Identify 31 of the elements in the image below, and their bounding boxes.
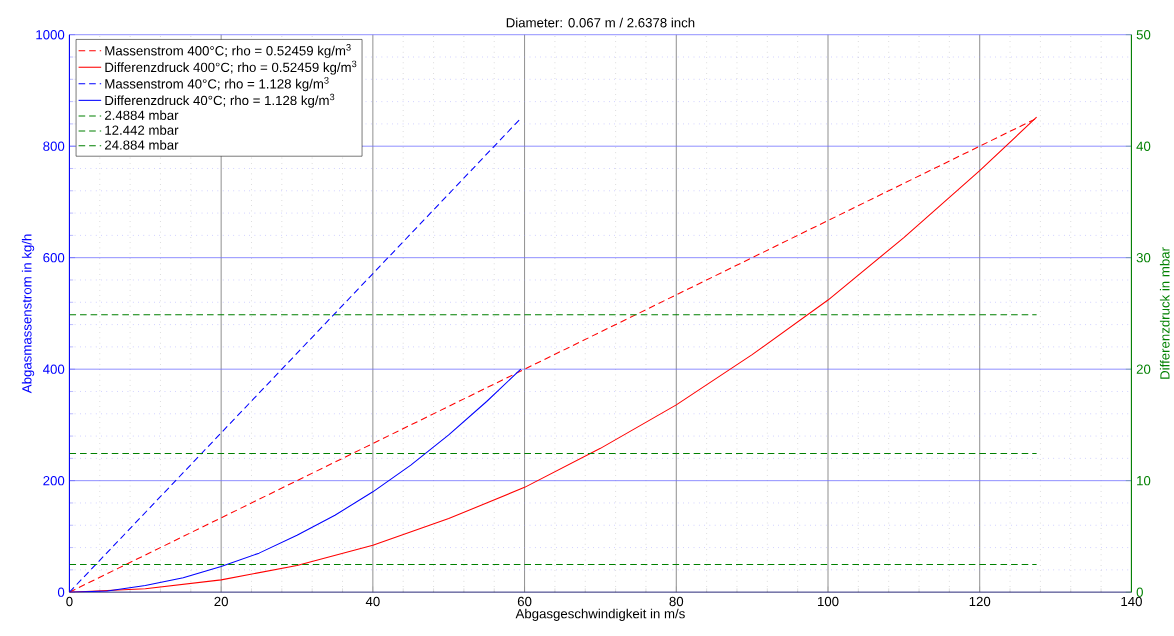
y2-tick-label: 50 bbox=[1136, 30, 1151, 40]
x-tick-label: 20 bbox=[214, 596, 228, 607]
legend-label: Differenzdruck 40°C; rho = 1.128 kg/m$^{3}$ bbox=[105, 93, 335, 108]
x-tick-label: 100 bbox=[817, 596, 839, 607]
legend-label: Massenstrom 400°C; rho = 0.52459 kg/m$^{3}$ bbox=[105, 44, 351, 59]
x-tick-label: 40 bbox=[365, 596, 380, 607]
y2-tick-label: 40 bbox=[1136, 141, 1151, 151]
y-tick-label: 0 bbox=[57, 587, 65, 597]
y-tick-label: 400 bbox=[43, 364, 65, 374]
y2-tick-label: 20 bbox=[1136, 364, 1151, 374]
x-tick-label: 120 bbox=[969, 596, 991, 607]
y-axis-title: Abgasmassenstrom in kg/h bbox=[21, 234, 35, 394]
y-tick-label: 800 bbox=[43, 141, 65, 151]
y2-axis-title: Differenzdruck in mbar bbox=[1159, 247, 1170, 379]
legend-label: 24.884 mbar bbox=[105, 140, 179, 150]
x-tick-label: 60 bbox=[517, 596, 532, 607]
y2-tick-label: 0 bbox=[1136, 587, 1143, 597]
y2-tick-label: 10 bbox=[1137, 476, 1151, 486]
x-tick-label: 140 bbox=[1121, 596, 1142, 607]
x-tick-label: 80 bbox=[669, 596, 684, 607]
legend-label: 12.442 mbar bbox=[105, 125, 179, 135]
y2-tick-label: 30 bbox=[1136, 253, 1151, 263]
legend-label: Differenzdruck 400°C; rho = 0.52459 kg/m$^{3}$ bbox=[105, 60, 357, 75]
y-tick-label: 1000 bbox=[36, 30, 65, 40]
chart-title: Diameter: 0.067 m / 2.6378 inch bbox=[506, 17, 695, 28]
legend-label: Massenstrom 40°C; rho = 1.128 kg/m$^{3}$ bbox=[105, 77, 329, 92]
y-tick-label: 600 bbox=[43, 253, 65, 263]
legend-label: 2.4884 mbar bbox=[105, 110, 179, 121]
y-tick-label: 200 bbox=[43, 476, 65, 486]
x-axis-title: Abgasgeschwindigkeit in m/s bbox=[515, 608, 685, 622]
x-tick-label: 0 bbox=[66, 596, 73, 607]
